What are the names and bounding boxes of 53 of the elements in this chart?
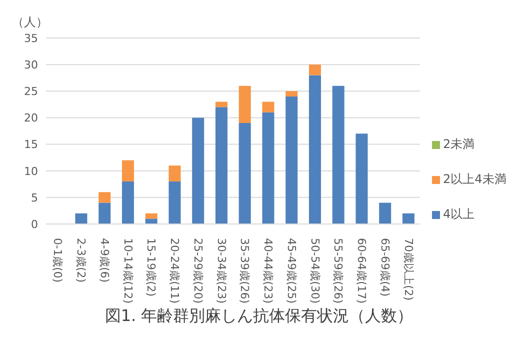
x-tick-label: 15-19歳(2) [144,238,158,297]
y-tick-label: 15 [24,138,38,152]
x-tick-label: 70歳以上(2) [402,238,415,301]
bar [215,107,228,224]
x-tick-label: 65-69歳(4) [378,238,392,297]
bar [98,192,111,203]
y-tick-label: 35 [24,32,38,45]
bar [286,91,298,96]
bar [308,64,321,76]
bar [262,112,274,224]
x-tick-label: 45-49歳(25) [284,238,298,304]
bar [192,118,204,224]
bar [215,102,228,108]
x-tick-label: 60-64歳(17) [355,238,368,304]
y-tick-label: 0 [31,218,38,231]
bar [262,102,274,112]
text: 図1. 年齢群別麻しん抗体保有状況（人数） [104,306,414,327]
bar [122,181,134,224]
y-tick-label: 25 [24,85,38,98]
bar [238,123,251,224]
y-axis-title: （人） [12,14,48,31]
y-tick-label: 5 [31,191,38,204]
x-tick-label: 55-59歳(26) [332,238,345,304]
x-tick-label: 10-14歳(12) [121,238,134,304]
x-tick-label: 25-29歳(20) [191,238,204,304]
bar [286,96,298,224]
bar [238,86,251,124]
bar [145,213,158,219]
bar [379,202,392,224]
legend-label: 4以上 [443,206,475,223]
x-tick-label: 30-34歳(23) [214,238,228,304]
bar [332,86,344,224]
legend-label: 2未満 [443,136,475,153]
bar [168,181,181,224]
x-tick-label: 35-39歳(26) [238,238,252,304]
bar [75,213,88,224]
bar [356,134,368,224]
x-tick-label: 20-24歳(11) [168,238,182,304]
y-tick-label: 30 [24,58,38,72]
y-tick-label: 20 [24,112,38,125]
x-tick-label: 40-44歳(23) [262,238,275,304]
bar [402,213,414,224]
bar [98,202,111,224]
x-tick-label: 0-1歳(0) [51,238,64,283]
y-tick-label: 10 [24,164,38,178]
legend-label: 2以上4未満 [443,171,506,188]
bar [122,160,134,182]
x-tick-label: 4-9歳(6) [98,238,111,283]
bar [145,218,158,224]
bar [308,75,321,224]
x-tick-label: 50-54歳(30) [308,238,322,304]
bar [168,166,181,182]
x-tick-label: 2-3歳(2) [74,238,88,283]
